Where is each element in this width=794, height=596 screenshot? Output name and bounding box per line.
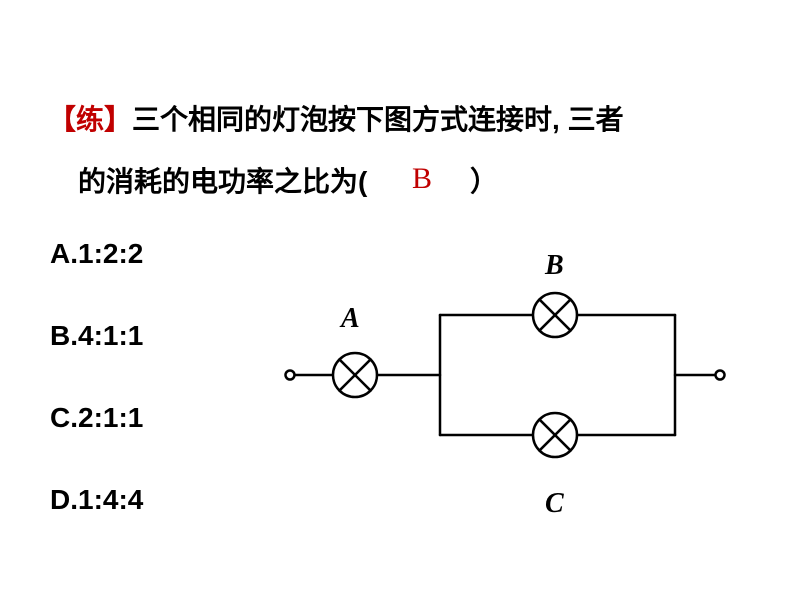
label-c: C [545,488,564,520]
circuit-svg [275,260,755,540]
option-c: C.2:1:1 [50,402,143,434]
question-line-1: 【练】三个相同的灯泡按下图方式连接时, 三者 [48,98,624,138]
close-paren: ） [470,160,498,200]
label-a: A [341,303,360,335]
circuit-diagram: A B C [275,260,755,540]
question-line-2: 的消耗的电功率之比为( [78,160,367,200]
question-text-1: 三个相同的灯泡按下图方式连接时, 三者 [132,104,624,135]
option-a: A.1:2:2 [50,238,143,270]
answer-letter: B [412,162,432,196]
option-b: B.4:1:1 [50,320,143,352]
option-d: D.1:4:4 [50,484,143,516]
label-b: B [545,250,564,282]
practice-prefix: 【练】 [48,105,132,136]
